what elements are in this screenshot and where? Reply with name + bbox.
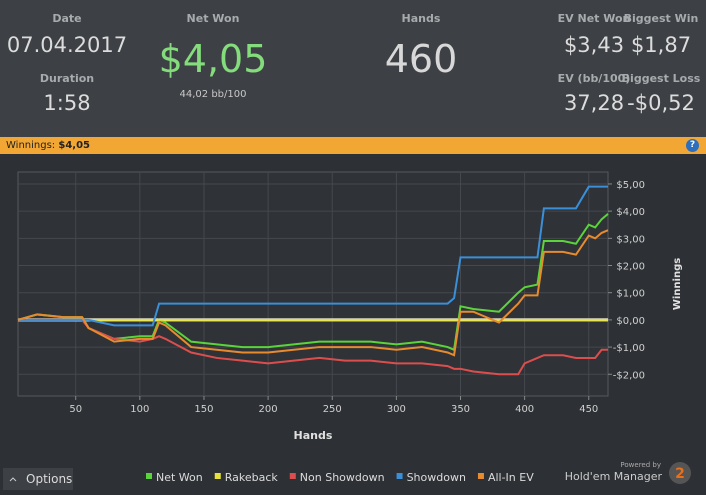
label: Hands — [401, 12, 441, 25]
y-tick-label: $2,00 — [616, 262, 645, 273]
badge-bg — [669, 462, 691, 484]
label: EV Net Won — [557, 12, 631, 25]
label: EV (bb/100) — [557, 72, 631, 85]
y-tick-label: -$2,00 — [613, 370, 645, 381]
y-axis-title: Winnings — [672, 258, 683, 310]
x-tick-label: 450 — [579, 404, 598, 415]
x-tick-label: 200 — [259, 404, 278, 415]
legend-swatch — [146, 473, 152, 479]
x-tick-label: 250 — [323, 404, 342, 415]
x-tick-label: 50 — [69, 404, 82, 415]
banner-value: $4,05 — [58, 140, 90, 151]
x-tick-label: 150 — [194, 404, 213, 415]
y-tick-label: $4,00 — [616, 207, 645, 218]
legend-label: All-In EV — [488, 471, 534, 484]
x-tick-label: 400 — [515, 404, 534, 415]
powered-by: Powered by — [620, 461, 661, 469]
x-tick-label: 300 — [387, 404, 406, 415]
y-tick-label: $3,00 — [616, 234, 645, 245]
button-label: Options — [26, 472, 72, 486]
value: $4,05 — [158, 37, 268, 81]
winnings-banner: Winnings: $4,05 ? — [0, 137, 706, 154]
plot-area — [17, 171, 609, 397]
value: 44,02 bb/100 — [179, 89, 247, 100]
legend-label: Net Won — [156, 471, 203, 484]
legend-swatch — [214, 473, 221, 479]
series-line — [17, 229, 609, 357]
legend-swatch — [289, 473, 296, 479]
y-tick-label: $0,00 — [616, 316, 645, 327]
legend-label: Non Showdown — [300, 471, 385, 484]
legend-label: Showdown — [407, 471, 466, 484]
series-line — [18, 185, 608, 327]
x-tick-label: 100 — [130, 404, 149, 415]
options-button[interactable]: Options — [3, 468, 73, 490]
value: 460 — [384, 37, 458, 81]
legend-label: Rakeback — [225, 471, 279, 484]
y-tick-label: -$1,00 — [613, 343, 645, 354]
legend-swatch — [396, 473, 403, 479]
value: $1,87 — [630, 33, 692, 57]
series-line — [17, 213, 609, 352]
y-tick-label: $5,00 — [616, 180, 645, 191]
value: 37,28 — [563, 91, 625, 115]
legend-swatch — [477, 473, 484, 479]
value: $3,43 — [563, 33, 625, 57]
badge: 2 — [675, 466, 685, 482]
x-axis-title: Hands — [294, 429, 333, 442]
label: Date — [52, 12, 82, 25]
button-bg — [3, 468, 73, 490]
label: Biggest Win — [623, 12, 699, 25]
help-button[interactable]: ? — [686, 139, 699, 152]
label: Net Won — [186, 12, 240, 25]
value: 1:58 — [43, 91, 91, 115]
label: Duration — [39, 72, 95, 85]
value: 07.04.2017 — [6, 33, 128, 57]
banner-label: Winnings: — [6, 140, 56, 151]
y-tick-label: $1,00 — [616, 289, 645, 300]
x-tick-label: 350 — [451, 404, 470, 415]
summary-panel: Date 07.04.2017 Duration 1:58 Net Won $4… — [0, 0, 706, 137]
label: Biggest Loss — [621, 72, 701, 85]
value: -$0,52 — [627, 91, 695, 115]
caret-icon — [9, 477, 17, 482]
brand: Hold'em Manager — [565, 470, 663, 483]
